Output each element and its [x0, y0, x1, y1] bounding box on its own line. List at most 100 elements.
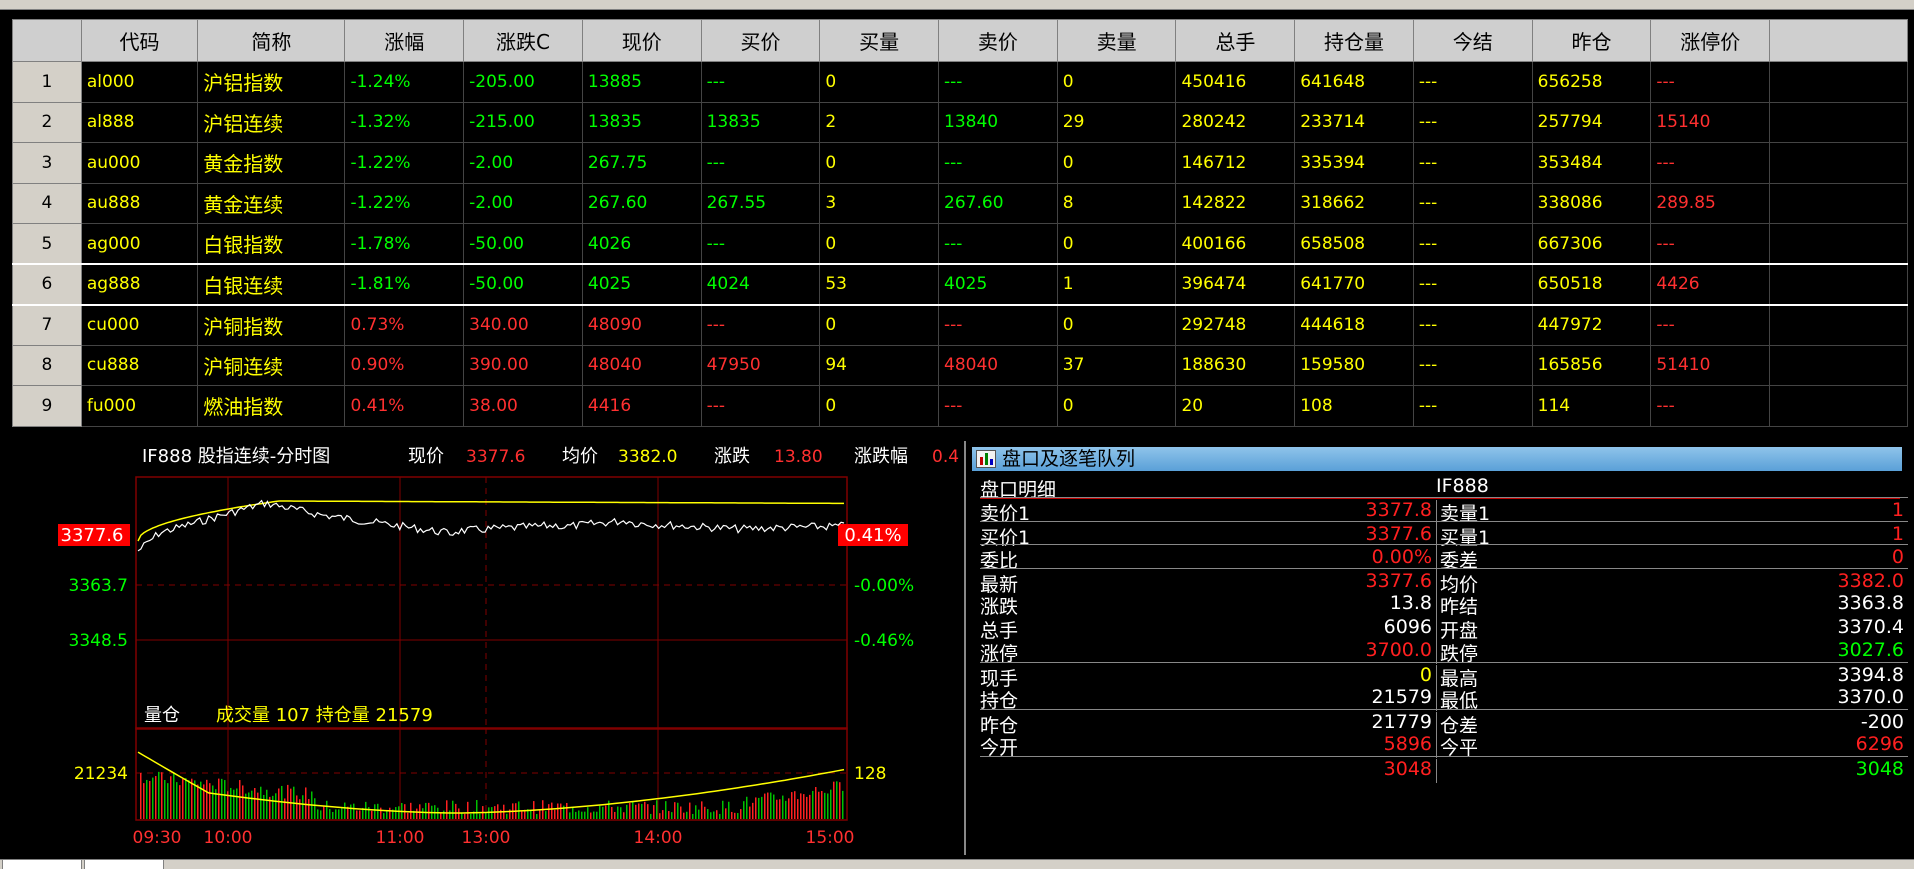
volume-bar — [611, 806, 613, 819]
price-frame — [135, 476, 848, 730]
order-book-titlebar[interactable]: 盘口及逐笔队列 — [972, 447, 1902, 471]
order-book-title: 盘口及逐笔队列 — [1002, 448, 1136, 470]
column-header-settle[interactable]: 今结 — [1412, 19, 1533, 62]
table-row[interactable]: 8 cu888 沪铜连续 0.90% 390.00 48040 47950 94 48040 37… — [12, 344, 1908, 386]
cell-settle: --- — [1412, 101, 1533, 143]
volume-bar — [746, 796, 748, 819]
volume-bar — [218, 778, 220, 819]
cell-last: 4416 — [581, 385, 702, 427]
table-row[interactable]: 4 au888 黄金连续 -1.22% -2.00 267.60 267.55 3 267.60… — [12, 182, 1908, 224]
volume-bar — [599, 805, 601, 819]
volume-bar — [260, 786, 262, 819]
volume-bar — [617, 806, 619, 819]
table-row[interactable]: 9 fu000 燃油指数 0.41% 38.00 4416 --- 0 --- 0 20 108 ---… — [12, 385, 1908, 427]
volume-bar — [269, 796, 271, 819]
order-value: 3370.0 — [1837, 686, 1904, 708]
table-row[interactable]: 7 cu000 沪铜指数 0.73% 340.00 48090 --- 0 --- 0 292748… — [12, 304, 1908, 346]
volume-bar — [485, 812, 487, 819]
volume-bar — [761, 796, 763, 819]
cell-prevoi: 165856 — [1531, 344, 1652, 386]
volume-pane: 量仓 成交量 107 持仓量 21579 21234 128 — [74, 705, 886, 821]
volume-bar — [779, 799, 781, 819]
cell-bidv: 0 — [819, 304, 940, 346]
order-label: 买量1 — [1440, 527, 1491, 549]
order-value: 0 — [1419, 664, 1432, 686]
volume-bar — [830, 789, 832, 819]
cell-code: fu000 — [80, 385, 199, 427]
volume-bar — [209, 783, 211, 819]
row-index: 9 — [12, 385, 82, 427]
cell-oi: 233714 — [1294, 101, 1414, 143]
volume-bar — [233, 789, 235, 819]
volume-bar — [338, 809, 340, 819]
column-header-askv[interactable]: 卖量 — [1056, 19, 1177, 62]
cell-extra — [1769, 263, 1908, 306]
column-header-prevoi[interactable]: 昨仓 — [1531, 19, 1652, 62]
column-header-vol[interactable]: 总手 — [1175, 19, 1296, 62]
volume-bar — [224, 780, 226, 819]
intraday-chart-panel[interactable]: IF888 股指连续-分时图 现价 3377.6 均价 3382.0 涨跌 13… — [12, 441, 962, 855]
cell-oi: 159580 — [1294, 344, 1414, 386]
order-value: 13.8 — [1389, 592, 1432, 614]
order-book-row: 涨停 3700.0 跌停 3027.6 — [980, 638, 1908, 666]
column-header-bid[interactable]: 买价 — [700, 19, 821, 62]
volume-bar — [395, 807, 397, 819]
column-header-limit[interactable]: 涨停价 — [1650, 19, 1771, 62]
column-header-code[interactable]: 代码 — [80, 19, 199, 62]
cell-code: au000 — [80, 142, 199, 184]
cell-vol: 146712 — [1175, 142, 1296, 184]
cell-bid: --- — [700, 61, 821, 103]
bottom-tab[interactable] — [84, 860, 164, 869]
volume-bar — [689, 802, 691, 819]
cell-extra — [1769, 61, 1908, 103]
bottom-tab[interactable] — [2, 860, 82, 869]
table-row[interactable]: 6 ag888 白银连续 -1.81% -50.00 4025 4024 53 4025 1 396… — [12, 263, 1908, 306]
cell-askv: 1 — [1056, 263, 1177, 306]
volume-bar — [614, 811, 616, 819]
volume-bar — [824, 792, 826, 819]
volume-bar — [476, 800, 478, 819]
table-row[interactable]: 1 al000 沪铝指数 -1.24% -205.00 13885 --- 0 --- 0 4504… — [12, 61, 1908, 103]
column-header-extra[interactable] — [1769, 19, 1908, 62]
cell-last: 48040 — [581, 344, 702, 386]
cell-code: ag888 — [80, 263, 199, 306]
row-index-header — [12, 19, 82, 62]
cell-bidv: 0 — [819, 385, 940, 427]
chart-icon — [976, 450, 996, 468]
cell-extra — [1769, 385, 1908, 427]
column-header-pct[interactable]: 涨幅 — [344, 19, 465, 62]
volume-bar — [674, 802, 676, 819]
column-header-name[interactable]: 简称 — [197, 19, 346, 62]
cell-chg: -205.00 — [463, 61, 583, 103]
order-label: 涨停 — [980, 643, 1019, 665]
volume-bar — [650, 813, 652, 819]
volume-bar — [740, 809, 742, 819]
order-label: 昨结 — [1440, 596, 1479, 618]
cell-extra — [1769, 142, 1908, 184]
volume-bar — [788, 798, 790, 819]
order-row-divider — [1436, 500, 1437, 524]
column-header-bidv[interactable]: 买量 — [819, 19, 940, 62]
column-header-oi[interactable]: 持仓量 — [1294, 19, 1414, 62]
volume-bar — [272, 795, 274, 819]
avg-price-line — [137, 500, 844, 542]
volume-bar — [239, 780, 241, 819]
volume-bar — [152, 777, 154, 819]
volume-bar — [374, 804, 376, 819]
volume-bar — [803, 794, 805, 819]
cell-code: al888 — [80, 101, 199, 143]
table-row[interactable]: 3 au000 黄金指数 -1.22% -2.00 267.75 --- 0 --- 0 14671… — [12, 142, 1908, 184]
volume-bar — [800, 793, 802, 819]
volume-bar — [644, 801, 646, 819]
cell-bid: --- — [700, 223, 821, 265]
column-header-chg[interactable]: 涨跌C — [463, 19, 583, 62]
volume-title: 量仓 — [144, 705, 180, 726]
y-left-tick: 3377.6 — [61, 525, 124, 546]
table-row[interactable]: 5 ag000 白银指数 -1.78% -50.00 4026 --- 0 --- 0 400166… — [12, 223, 1908, 265]
volume-bar — [551, 802, 553, 819]
table-row[interactable]: 2 al888 沪铝连续 -1.32% -215.00 13835 13835 2 13840 2… — [12, 101, 1908, 143]
column-header-ask[interactable]: 卖价 — [938, 19, 1058, 62]
volume-bar — [344, 802, 346, 819]
column-header-last[interactable]: 现价 — [581, 19, 702, 62]
intraday-chart[interactable]: IF888 股指连续-分时图 现价 3377.6 均价 3382.0 涨跌 13… — [12, 441, 962, 855]
